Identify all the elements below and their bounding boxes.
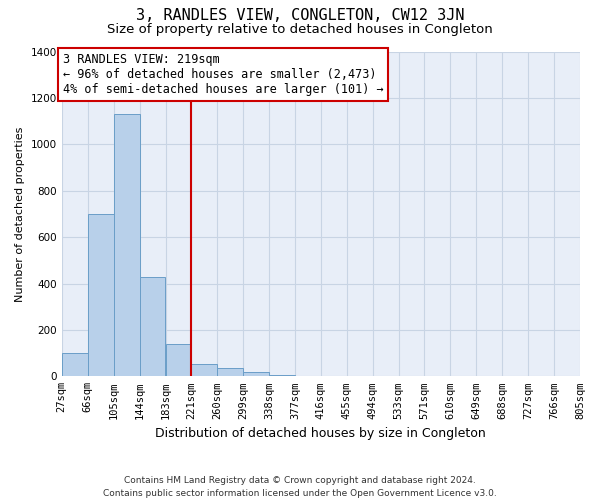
Y-axis label: Number of detached properties: Number of detached properties: [15, 126, 25, 302]
Bar: [191, 364, 217, 376]
Bar: [114, 114, 140, 376]
Text: 3, RANDLES VIEW, CONGLETON, CW12 3JN: 3, RANDLES VIEW, CONGLETON, CW12 3JN: [136, 8, 464, 22]
Text: Size of property relative to detached houses in Congleton: Size of property relative to detached ho…: [107, 22, 493, 36]
Bar: [269, 375, 295, 376]
Bar: [243, 372, 269, 376]
Text: 3 RANDLES VIEW: 219sqm
← 96% of detached houses are smaller (2,473)
4% of semi-d: 3 RANDLES VIEW: 219sqm ← 96% of detached…: [63, 53, 383, 96]
Text: Contains HM Land Registry data © Crown copyright and database right 2024.
Contai: Contains HM Land Registry data © Crown c…: [103, 476, 497, 498]
Bar: [62, 353, 88, 376]
Bar: [88, 214, 113, 376]
Bar: [140, 276, 166, 376]
X-axis label: Distribution of detached houses by size in Congleton: Distribution of detached houses by size …: [155, 427, 486, 440]
Bar: [217, 368, 243, 376]
Bar: [166, 344, 191, 376]
